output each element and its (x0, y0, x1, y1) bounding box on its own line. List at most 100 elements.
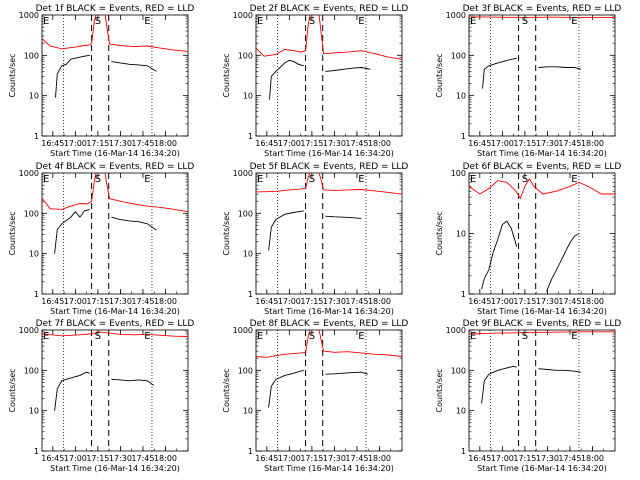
x-tick-label: 17:00 (64, 297, 87, 306)
marker-label: S (522, 16, 528, 27)
x-tick-label: 17:30 (109, 139, 132, 148)
marker-label: S (522, 331, 528, 342)
x-axis-label: Start Time (16-Mar-14 16:34:20) (264, 307, 394, 316)
marker-label: S (95, 331, 101, 342)
x-tick-label: 18:00 (368, 297, 391, 306)
x-tick-label: 17:30 (109, 297, 132, 306)
events-series-line (482, 57, 517, 89)
marker-label: E (571, 16, 577, 27)
lld-series-line (318, 173, 402, 195)
lld-series-line (318, 330, 402, 357)
marker-label: S (309, 331, 315, 342)
y-tick-label: 10 (243, 92, 253, 101)
marker-label: S (95, 16, 101, 27)
y-tick-label: 10 (29, 250, 39, 259)
panel-title: Det 8f BLACK = Events, RED = LLD (250, 319, 409, 329)
y-tick-label: 100 (24, 51, 39, 60)
x-tick-label: 18:00 (154, 139, 177, 148)
x-tick-label: 17:45 (131, 454, 154, 463)
panel-title: Det 6f BLACK = Events, RED = LLD (463, 162, 622, 172)
x-tick-label: 18:00 (581, 297, 604, 306)
x-tick-label: 16:45 (41, 454, 64, 463)
events-series-line (268, 369, 304, 408)
y-tick-label: 100 (24, 209, 39, 218)
x-tick-label: 17:30 (323, 139, 346, 148)
lld-series-line (104, 173, 188, 213)
marker-label: E (43, 16, 49, 27)
marker-label: S (309, 16, 315, 27)
y-tick-label: 10 (456, 407, 466, 416)
y-tick-label: 1 (461, 132, 466, 141)
panel-title: Det 4f BLACK = Events, RED = LLD (36, 162, 195, 172)
panel-title: Det 3f BLACK = Events, RED = LLD (463, 4, 622, 14)
y-tick-label: 1000 (233, 326, 253, 335)
x-axis-label: Start Time (16-Mar-14 16:34:20) (264, 149, 394, 158)
marker-label: E (257, 174, 263, 185)
panel-title: Det 5f BLACK = Events, RED = LLD (250, 162, 409, 172)
x-tick-label: 18:00 (154, 454, 177, 463)
marker-label: E (144, 331, 150, 342)
marker-label: E (43, 331, 49, 342)
detector-panel: Det 4f BLACK = Events, RED = LLD 1 10 100 10… (8, 162, 194, 316)
detector-panel: Det 7f BLACK = Events, RED = LLD 1 10 100 10… (8, 319, 194, 473)
events-series-line (481, 220, 518, 290)
lld-series-line (469, 178, 615, 200)
events-series-line (325, 371, 368, 375)
detector-panel: Det 9f BLACK = Events, RED = LLD 1 10 100 10… (435, 319, 621, 473)
y-axis-label: Counts/sec (222, 211, 231, 255)
events-series-line (111, 378, 155, 386)
x-tick-label: 16:45 (468, 297, 491, 306)
events-series-line (325, 67, 371, 72)
y-tick-label: 10 (243, 407, 253, 416)
x-tick-label: 17:00 (64, 139, 87, 148)
x-tick-label: 17:45 (345, 454, 368, 463)
marker-label: E (470, 16, 476, 27)
x-tick-label: 17:45 (131, 139, 154, 148)
marker-label: E (470, 174, 476, 185)
y-axis-label: Counts/sec (8, 211, 17, 255)
y-tick-label: 100 (238, 51, 253, 60)
lld-series-line (469, 16, 615, 19)
x-tick-label: 17:30 (109, 454, 132, 463)
y-tick-label: 1000 (446, 11, 466, 20)
y-tick-label: 1 (248, 447, 253, 456)
x-tick-label: 18:00 (581, 454, 604, 463)
detector-panel: Det 5f BLACK = Events, RED = LLD 1 10 100 10… (222, 162, 408, 316)
y-tick-label: 100 (451, 169, 466, 178)
x-tick-label: 16:45 (41, 139, 64, 148)
marker-label: E (144, 174, 150, 185)
x-tick-label: 16:45 (41, 297, 64, 306)
y-tick-label: 10 (456, 230, 466, 239)
x-tick-label: 17:45 (558, 139, 581, 148)
x-tick-label: 17:00 (278, 139, 301, 148)
y-tick-label: 1000 (446, 326, 466, 335)
events-series-line (269, 59, 304, 100)
x-tick-label: 17:45 (131, 297, 154, 306)
x-axis-label: Start Time (16-Mar-14 16:34:20) (50, 464, 180, 473)
x-axis-label: Start Time (16-Mar-14 16:34:20) (50, 307, 180, 316)
x-tick-label: 17:30 (536, 139, 559, 148)
x-tick-label: 18:00 (154, 297, 177, 306)
x-tick-label: 17:45 (345, 139, 368, 148)
x-axis-label: Start Time (16-Mar-14 16:34:20) (50, 149, 180, 158)
lld-series-line (256, 173, 311, 193)
y-tick-label: 1 (461, 447, 466, 456)
y-axis-label: Counts/sec (8, 368, 17, 412)
marker-label: S (309, 174, 315, 185)
lld-series-line (42, 15, 97, 50)
y-tick-label: 100 (238, 366, 253, 375)
x-axis-label: Start Time (16-Mar-14 16:34:20) (477, 464, 607, 473)
x-tick-label: 17:15 (86, 297, 109, 306)
x-tick-label: 17:30 (536, 454, 559, 463)
y-axis-label: Counts/sec (222, 368, 231, 412)
events-series-line (268, 210, 304, 251)
y-tick-label: 1 (461, 290, 466, 299)
x-tick-label: 17:15 (300, 139, 323, 148)
y-tick-label: 100 (24, 366, 39, 375)
x-tick-label: 17:15 (300, 454, 323, 463)
y-tick-label: 10 (456, 92, 466, 101)
events-series-line (55, 54, 90, 98)
lld-series-line (318, 15, 402, 60)
x-tick-label: 16:45 (255, 454, 278, 463)
